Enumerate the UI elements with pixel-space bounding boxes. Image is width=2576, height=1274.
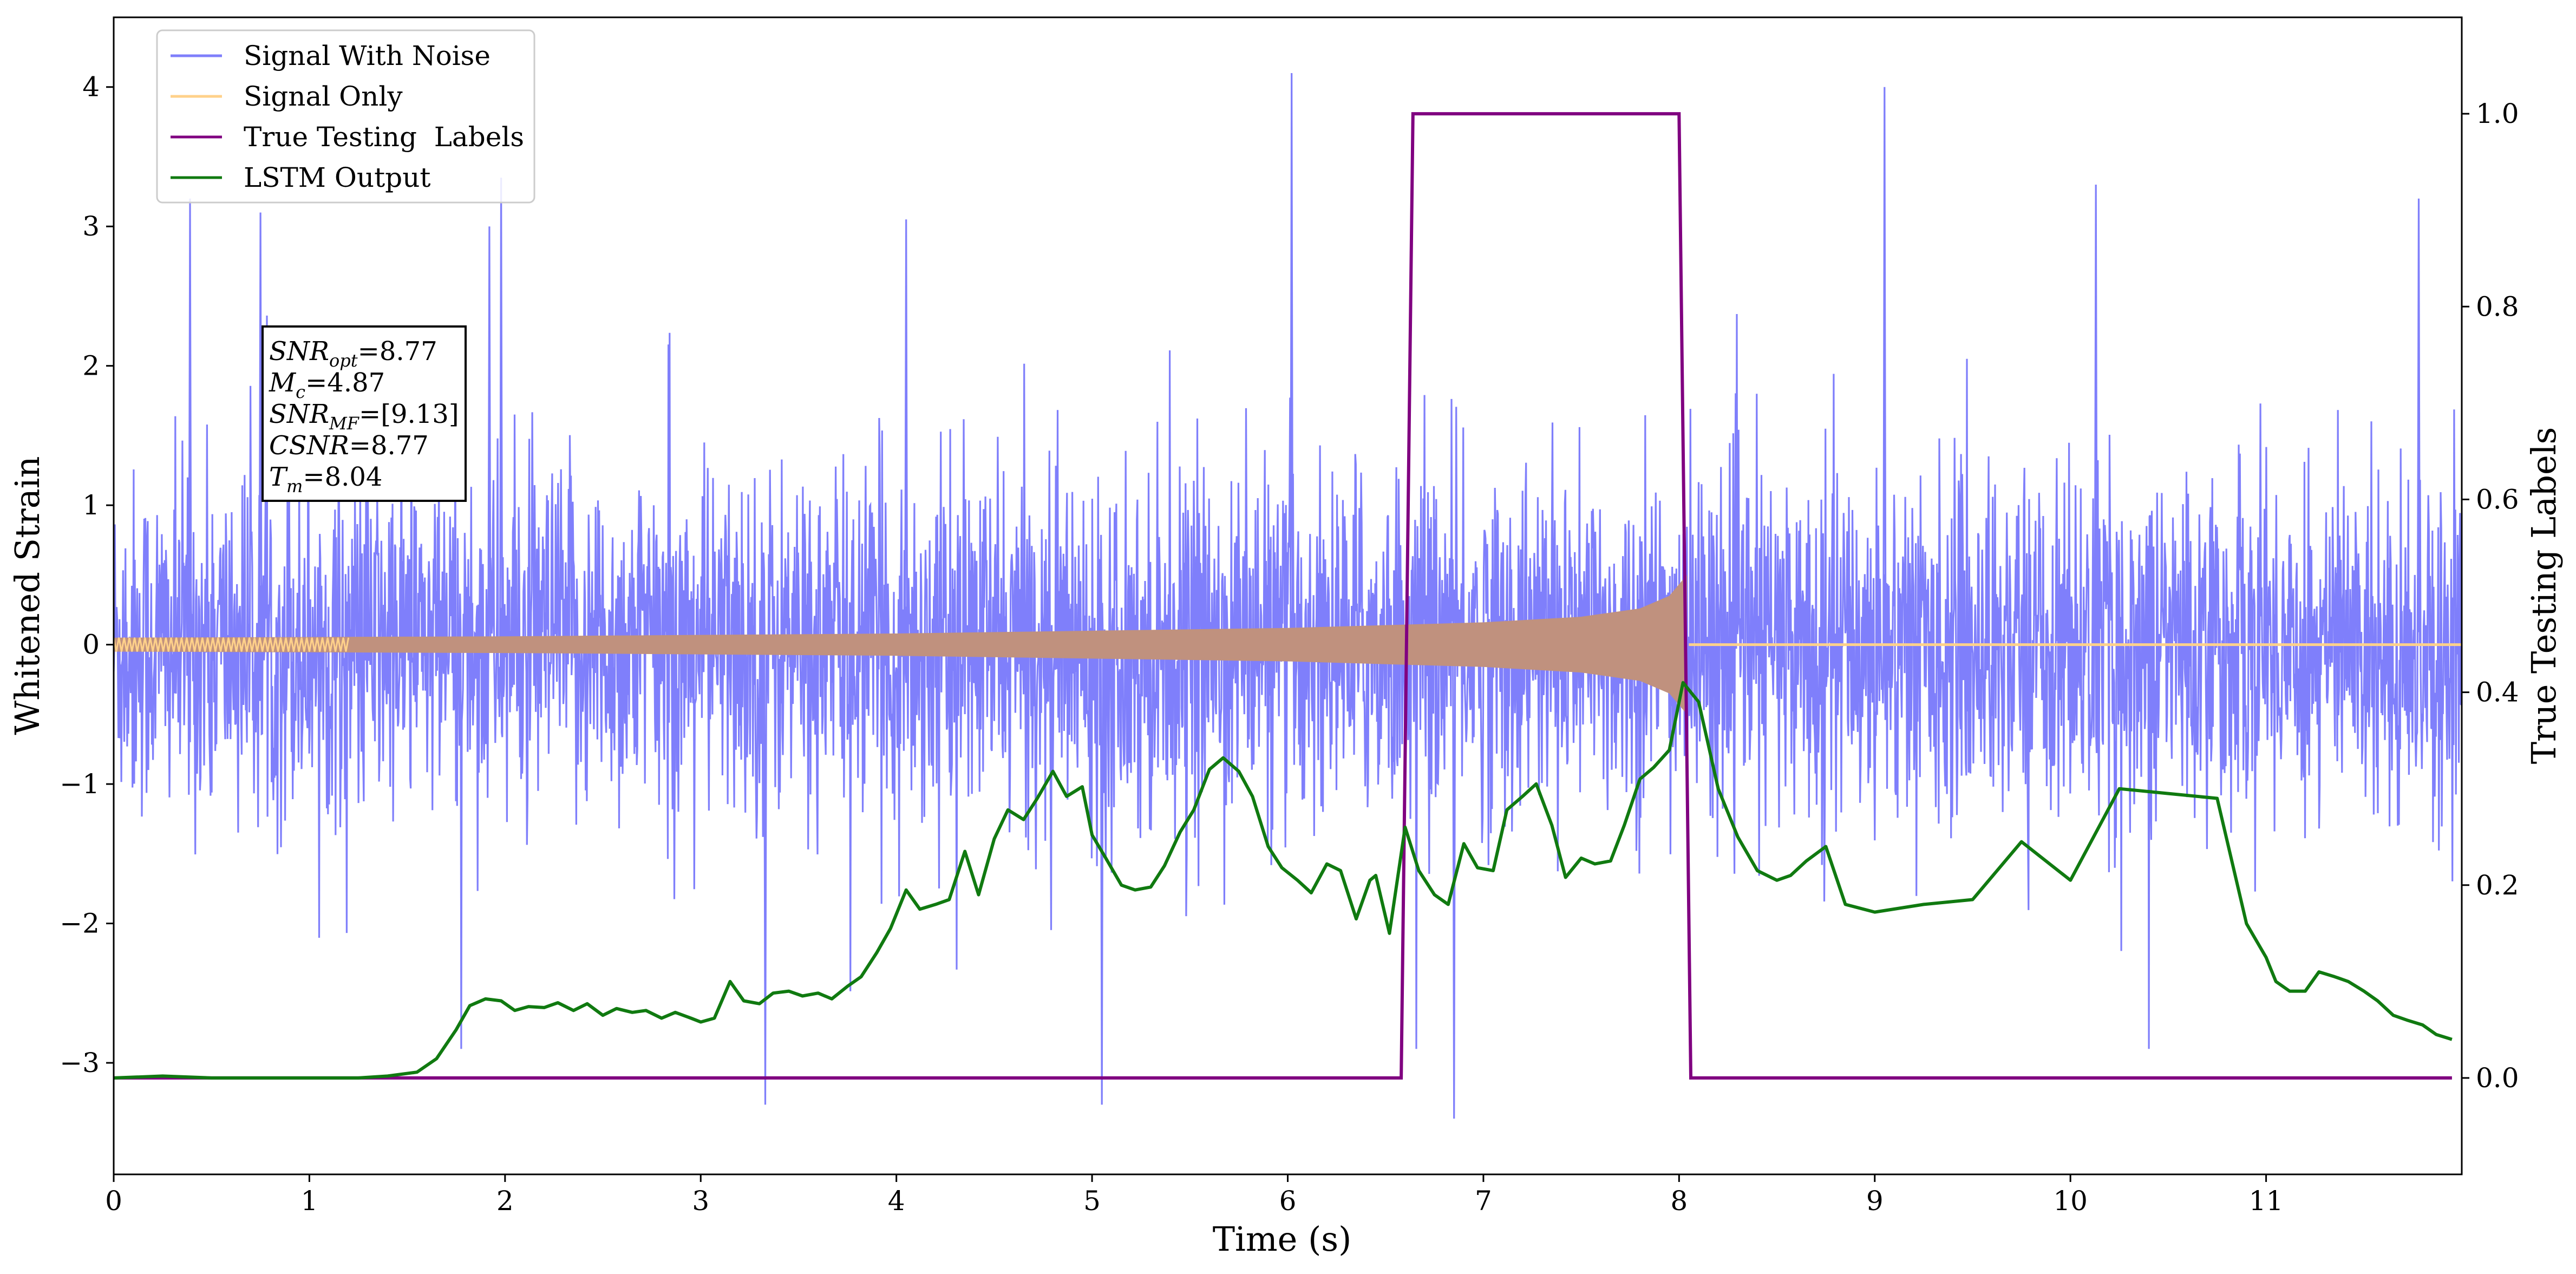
annotation-mc: Mc=4.87 bbox=[269, 368, 385, 402]
y2-tick-label: 0.2 bbox=[2476, 870, 2519, 901]
y-axis-label: Whitened Strain bbox=[8, 456, 47, 735]
legend-box bbox=[156, 29, 535, 204]
x-tick-label: 8 bbox=[1670, 1185, 1688, 1217]
legend-entry-lstm-output: LSTM Output bbox=[171, 162, 430, 193]
x-tick-label: 2 bbox=[496, 1185, 514, 1217]
x-tick-label: 9 bbox=[1866, 1185, 1884, 1217]
legend-label: Signal Only bbox=[244, 81, 403, 112]
x-tick-label: 0 bbox=[105, 1185, 122, 1217]
lstm-output-series bbox=[114, 681, 2453, 1080]
annotation-tm: Tm=8.04 bbox=[269, 462, 382, 496]
x-tick-label: 10 bbox=[2053, 1185, 2088, 1217]
signal-only-band bbox=[114, 574, 1687, 715]
true-testing-labels-line bbox=[114, 112, 2452, 1080]
y2-tick-label: 0.6 bbox=[2476, 484, 2519, 515]
y-tick-label: −1 bbox=[60, 768, 100, 800]
x-tick-label: 7 bbox=[1475, 1185, 1492, 1217]
y-tick-label: −2 bbox=[60, 908, 100, 939]
y-tick-label: 3 bbox=[82, 211, 100, 242]
y-tick-label: −3 bbox=[60, 1047, 100, 1079]
y2-axis-label: True Testing Labels bbox=[2524, 427, 2564, 765]
true-testing-labels-series bbox=[114, 112, 2452, 1080]
y2-tick-label: 0.8 bbox=[2476, 291, 2519, 322]
x-tick-label: 6 bbox=[1279, 1185, 1297, 1217]
x-tick-label: 11 bbox=[2249, 1185, 2284, 1217]
signal-only-oscillation bbox=[114, 637, 350, 652]
annotation-csnr: CSNR=8.77 bbox=[269, 430, 429, 461]
y-tick-label: 0 bbox=[82, 629, 100, 661]
signal-only-series bbox=[114, 574, 2462, 715]
x-axis: 0 1 2 3 4 5 6 7 8 9 10 11 bbox=[105, 1174, 2283, 1217]
x-axis-label: Time (s) bbox=[1213, 1219, 1352, 1259]
y-tick-label: 2 bbox=[82, 350, 100, 382]
x-tick-label: 5 bbox=[1083, 1185, 1101, 1217]
legend: Signal With Noise Signal Only True Testi… bbox=[156, 29, 535, 204]
y2-tick-label: 0.4 bbox=[2476, 677, 2519, 708]
y-tick-label: 1 bbox=[82, 489, 100, 521]
y-axis-right: 0.0 0.2 0.4 0.6 0.8 1.0 bbox=[2462, 98, 2519, 1094]
legend-label: True Testing Labels bbox=[244, 121, 524, 153]
legend-label: LSTM Output bbox=[244, 162, 430, 193]
x-tick-label: 3 bbox=[692, 1185, 709, 1217]
annotation-frame bbox=[261, 325, 467, 502]
annotation-snr-opt: SNRopt=8.77 bbox=[269, 336, 437, 371]
legend-entry-signal-with-noise: Signal With Noise bbox=[171, 40, 491, 71]
annotation-box: SNRopt=8.77 Mc=4.87 SNRMF=[9.13] CSNR=8.… bbox=[261, 325, 467, 502]
legend-entry-signal-only: Signal Only bbox=[171, 81, 403, 112]
y2-tick-label: 0.0 bbox=[2476, 1062, 2519, 1094]
x-tick-label: 1 bbox=[301, 1185, 318, 1217]
legend-label: Signal With Noise bbox=[244, 40, 491, 71]
y2-tick-label: 1.0 bbox=[2476, 98, 2519, 129]
y-axis-left: −3 −2 −1 0 1 2 3 4 bbox=[60, 71, 114, 1079]
lstm-output-line bbox=[114, 681, 2453, 1080]
annotation-snr-mf: SNRMF=[9.13] bbox=[269, 399, 459, 434]
x-tick-label: 4 bbox=[888, 1185, 905, 1217]
legend-entry-true-testing-labels: True Testing Labels bbox=[171, 121, 524, 153]
y-tick-label: 4 bbox=[82, 71, 100, 103]
